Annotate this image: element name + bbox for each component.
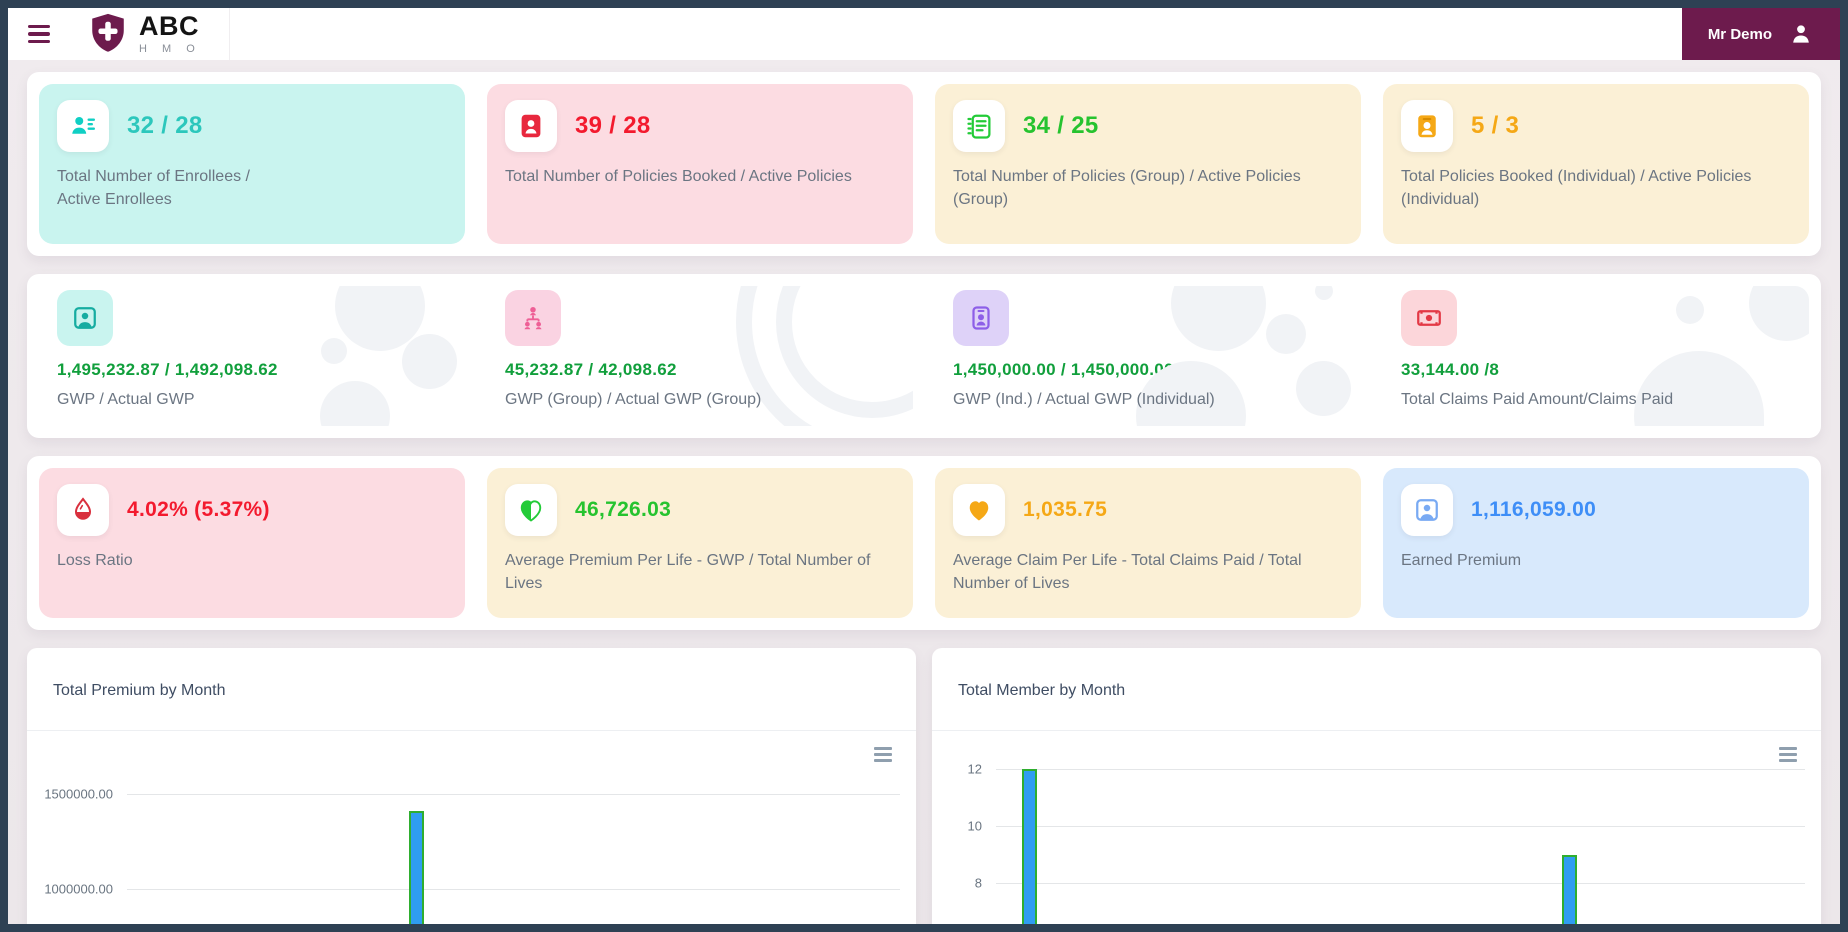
gridline — [127, 794, 900, 795]
stat-label: Earned Premium — [1401, 552, 1522, 569]
stat-value: 1,035.75 — [1023, 498, 1108, 521]
decor-bubbles — [1171, 286, 1266, 351]
person-frame-icon — [1416, 499, 1438, 521]
heart-half-icon — [520, 500, 542, 522]
decor-blob — [1676, 296, 1704, 324]
chart-total-member: Total Member by Month 12 10 8 — [932, 648, 1821, 924]
chart-plot-area: 1500000.00 1000000.00 — [27, 731, 916, 924]
decor-bubbles — [1266, 314, 1306, 354]
dashboard-content: 32 / 28 Total Number of Enrollees / Acti… — [8, 60, 1840, 924]
stat-label: Total Number of Policies Booked / Active… — [505, 168, 852, 185]
person-frame-icon — [74, 307, 96, 329]
decor-blob — [1749, 286, 1809, 341]
brand-subtitle: H M O — [139, 43, 201, 55]
chart-plot-area: 12 10 8 — [932, 731, 1821, 924]
y-tick-label: 12 — [967, 761, 982, 777]
stat-label: Average Claim Per Life - Total Claims Pa… — [953, 552, 1302, 593]
stat-card-enrollees: 32 / 28 Total Number of Enrollees / Acti… — [39, 84, 465, 244]
gridline — [127, 889, 900, 890]
chart-total-premium: Total Premium by Month 1500000.00 1000000… — [27, 648, 916, 924]
gridline — [996, 826, 1805, 827]
y-tick-label: 8 — [974, 875, 982, 891]
brand-logo: ABC H M O — [72, 8, 230, 60]
chart-title: Total Member by Month — [932, 648, 1821, 731]
stats-row-counts: 32 / 28 Total Number of Enrollees / Acti… — [27, 72, 1821, 256]
stat-value: 1,116,059.00 — [1471, 498, 1597, 521]
charts-row: Total Premium by Month 1500000.00 1000000… — [27, 648, 1821, 924]
stat-label: Average Premium Per Life - GWP / Total N… — [505, 552, 871, 593]
gridline — [996, 769, 1805, 770]
group-hierarchy-icon — [524, 307, 542, 330]
decor-circles — [402, 334, 457, 389]
stat-label: Total Policies Booked (Individual) / Act… — [1401, 168, 1752, 209]
stat-card-gwp: 1,495,232.87 / 1,492,098.62 GWP / Actual… — [39, 286, 465, 426]
gridline — [996, 883, 1805, 884]
app-header: ABC H M O Mr Demo — [8, 8, 1840, 60]
stat-label: Total Number of Policies (Group) / Activ… — [953, 168, 1301, 209]
stat-value: 34 / 25 — [1023, 112, 1099, 139]
id-badge-icon — [1418, 115, 1436, 138]
user-name: Mr Demo — [1707, 25, 1772, 43]
stats-row-gwp: 1,495,232.87 / 1,492,098.62 GWP / Actual… — [27, 274, 1821, 438]
stat-card-policies-booked: 39 / 28 Total Number of Policies Booked … — [487, 84, 913, 244]
stat-value: 1,495,232.87 / 1,492,098.62 — [57, 360, 278, 379]
stat-value: 32 / 28 — [127, 112, 203, 139]
stat-value: 5 / 3 — [1471, 112, 1520, 139]
stat-value: 33,144.00 /8 — [1401, 360, 1500, 379]
y-tick-label: 10 — [967, 818, 982, 834]
user-menu[interactable]: Mr Demo — [1681, 8, 1840, 60]
menu-toggle-icon[interactable] — [28, 24, 50, 44]
policy-user-icon — [521, 114, 541, 138]
bar — [409, 811, 425, 924]
bar — [1561, 854, 1577, 924]
stat-card-claims-paid: 33,144.00 /8 Total Claims Paid Amount/Cl… — [1383, 286, 1809, 426]
brand-shield-icon — [92, 13, 124, 52]
chart-title: Total Premium by Month — [27, 648, 916, 731]
stat-label: Total Number of Enrollees / Active Enrol… — [57, 168, 250, 209]
stat-card-gwp-group: 45,232.87 / 42,098.62 GWP (Group) / Actu… — [487, 286, 913, 426]
stat-label: GWP (Group) / Actual GWP (Group) — [505, 391, 762, 408]
stat-card-avg-claim: 1,035.75 Average Claim Per Life - Total … — [935, 468, 1361, 618]
stat-card-earned-premium: 1,116,059.00 Earned Premium — [1383, 468, 1809, 618]
policies-list-icon — [967, 114, 991, 139]
stat-card-loss-ratio: 4.02% (5.37%) Loss Ratio — [39, 468, 465, 618]
id-card-icon — [972, 306, 990, 330]
stat-value: 39 / 28 — [575, 112, 651, 139]
drop-icon — [74, 497, 92, 520]
decor-circles — [321, 338, 347, 364]
y-tick-label: 1000000.00 — [44, 881, 113, 897]
banknote-icon — [1417, 310, 1441, 326]
bar — [1022, 769, 1038, 924]
chart-menu-icon[interactable] — [1779, 747, 1797, 762]
y-tick-label: 1500000.00 — [44, 786, 113, 802]
stat-card-policies-group: 34 / 25 Total Number of Policies (Group)… — [935, 84, 1361, 244]
stat-card-policies-individual: 5 / 3 Total Policies Booked (Individual)… — [1383, 84, 1809, 244]
user-avatar-icon — [1793, 25, 1809, 43]
stats-row-ratios: 4.02% (5.37%) Loss Ratio — [27, 456, 1821, 630]
stat-card-gwp-individual: 1,450,000.00 / 1,450,000.00 GWP (Ind.) /… — [935, 286, 1361, 426]
chart-menu-icon[interactable] — [874, 747, 892, 762]
decor-bubbles — [1315, 286, 1333, 300]
heart-icon — [969, 501, 989, 521]
stat-label: Loss Ratio — [57, 552, 133, 569]
user-list-icon — [72, 117, 95, 134]
brand-name: ABC — [139, 11, 199, 41]
stat-value: 46,726.03 — [575, 498, 672, 521]
stat-value: 4.02% (5.37%) — [127, 498, 270, 521]
decor-bubbles — [1296, 361, 1351, 416]
stat-card-avg-premium: 46,726.03 Average Premium Per Life - GWP… — [487, 468, 913, 618]
stat-value: 45,232.87 / 42,098.62 — [505, 360, 677, 379]
stat-label: GWP (Ind.) / Actual GWP (Individual) — [953, 391, 1215, 408]
stat-label: GWP / Actual GWP — [57, 391, 195, 408]
stat-label: Total Claims Paid Amount/Claims Paid — [1401, 391, 1674, 408]
stat-value: 1,450,000.00 / 1,450,000.00 — [953, 360, 1174, 379]
